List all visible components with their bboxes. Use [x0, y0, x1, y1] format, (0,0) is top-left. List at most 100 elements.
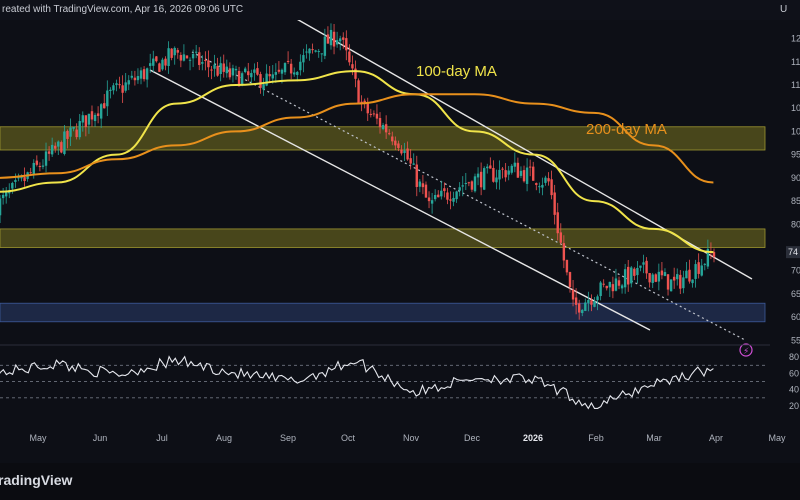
candle-body	[602, 283, 605, 285]
candle-body	[17, 177, 20, 179]
candle-body	[381, 124, 385, 130]
candle-body	[60, 142, 63, 153]
candle-body	[666, 274, 670, 290]
candle-body	[96, 113, 100, 116]
candle-body	[44, 151, 48, 166]
candle-body	[201, 62, 204, 64]
candle-body	[525, 167, 529, 184]
candle-body	[639, 265, 642, 268]
candle-body	[87, 113, 91, 125]
candle-body	[669, 279, 673, 292]
candle-body	[262, 84, 265, 90]
candle-body	[455, 191, 458, 200]
candle-body	[179, 55, 183, 61]
candle-body	[103, 103, 106, 109]
candle-body	[11, 182, 14, 189]
channel-lower-line	[149, 69, 651, 331]
candle-body	[522, 170, 526, 182]
candle-body	[620, 285, 624, 289]
rsi-line	[0, 355, 714, 410]
candle-body	[688, 269, 691, 282]
candle-body	[75, 129, 78, 138]
candle-body	[384, 124, 388, 133]
candle-body	[648, 273, 651, 283]
candle-body	[565, 259, 569, 273]
candle-body	[57, 141, 60, 147]
candle-body	[703, 263, 707, 265]
candle-body	[84, 115, 88, 128]
candle-body	[250, 73, 253, 78]
candle-body	[219, 63, 222, 74]
candle-body	[139, 70, 143, 79]
candle-body	[243, 68, 247, 73]
candle-body	[124, 82, 127, 91]
candle-body	[590, 300, 593, 305]
x-tick-label: Oct	[341, 433, 356, 443]
candles-layer	[0, 23, 716, 320]
candle-body	[155, 56, 158, 62]
candle-body	[320, 53, 323, 55]
candle-body	[424, 184, 428, 198]
candle-body	[461, 185, 464, 187]
candle-body	[173, 47, 176, 56]
candle-body	[130, 75, 134, 78]
candle-body	[427, 197, 431, 202]
y-tick-label: 100	[791, 126, 800, 136]
candle-body	[476, 173, 480, 178]
candle-body	[712, 252, 716, 257]
candle-body	[378, 118, 382, 128]
candle-body	[231, 68, 235, 76]
candle-body	[510, 165, 513, 173]
x-tick-label: Jul	[156, 433, 168, 443]
current-price-tag	[786, 246, 800, 259]
candle-body	[623, 269, 627, 288]
rsi-y-tick-label: 40	[789, 385, 799, 395]
candle-body	[627, 266, 630, 285]
candle-body	[679, 274, 682, 289]
ma-100-day-line	[0, 70, 714, 254]
candle-body	[617, 280, 621, 286]
candle-body	[237, 70, 241, 87]
candle-body	[164, 58, 167, 66]
brand-logo-text: radingView	[0, 472, 73, 488]
candle-body	[207, 60, 210, 68]
candle-body	[66, 130, 69, 139]
candle-body	[78, 121, 81, 138]
candle-body	[596, 296, 599, 301]
candle-body	[504, 170, 507, 178]
candle-body	[176, 50, 179, 53]
candle-body	[452, 197, 455, 202]
x-tick-label: May	[768, 433, 786, 443]
candle-body	[363, 100, 366, 103]
candle-body	[0, 198, 2, 216]
x-tick-label: Feb	[588, 433, 604, 443]
candle-body	[240, 73, 244, 85]
candle-body	[302, 55, 305, 63]
y-tick-label: 120	[791, 34, 800, 44]
rsi-y-tick-label: 20	[789, 401, 799, 411]
candle-body	[198, 52, 201, 66]
candle-body	[323, 36, 327, 56]
candle-body	[271, 74, 274, 79]
candle-body	[326, 34, 330, 44]
candle-body	[611, 284, 615, 292]
candle-body	[259, 74, 262, 88]
candle-body	[498, 169, 501, 180]
candle-body	[289, 63, 293, 74]
x-tick-label: Apr	[709, 433, 723, 443]
labels-layer: 100-day MA 200-day MA 55 60 65 70 80 85 90 95 100 1…	[29, 34, 800, 443]
candle-body	[651, 274, 654, 283]
candle-body	[161, 59, 164, 70]
x-tick-label: May	[29, 433, 47, 443]
candle-body	[584, 302, 587, 311]
y-tick-label: 115	[791, 57, 800, 67]
candle-body	[415, 164, 418, 187]
candle-body	[532, 166, 535, 181]
candle-body	[372, 113, 376, 115]
candle-body	[519, 170, 523, 176]
candle-body	[351, 64, 354, 69]
candle-body	[535, 183, 538, 185]
candle-body	[486, 166, 489, 169]
candle-body	[489, 165, 492, 169]
candle-body	[559, 232, 562, 243]
